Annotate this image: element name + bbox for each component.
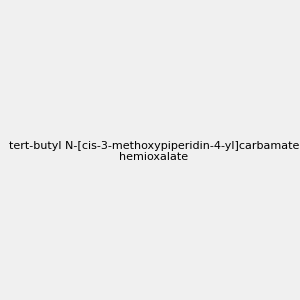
Text: tert-butyl N-[cis-3-methoxypiperidin-4-yl]carbamate hemioxalate: tert-butyl N-[cis-3-methoxypiperidin-4-y… [9,141,299,162]
